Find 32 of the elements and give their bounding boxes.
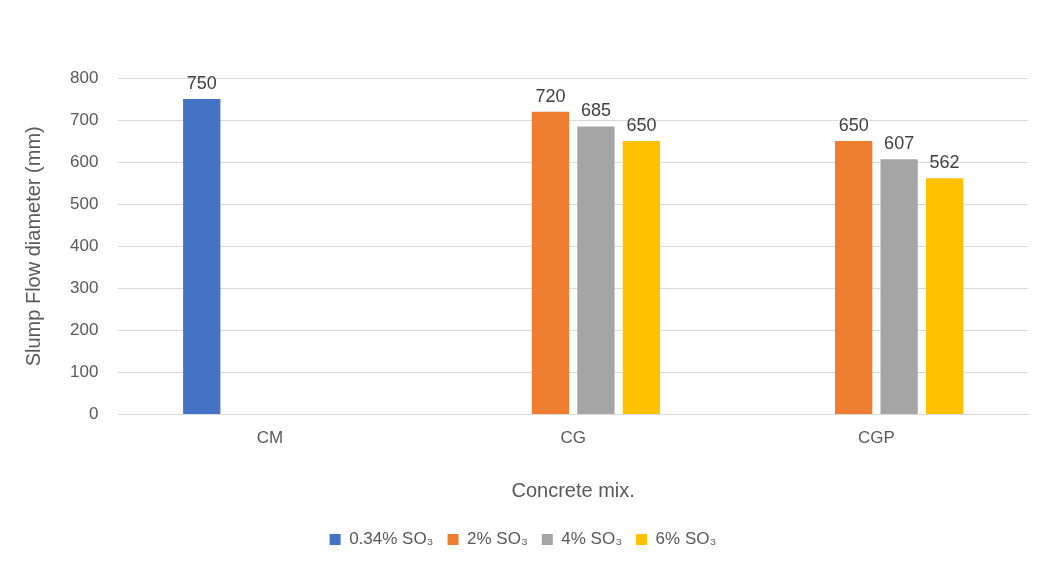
y-tick-label: 800 xyxy=(69,67,99,87)
bar xyxy=(531,111,570,415)
y-tick-label: 0 xyxy=(88,404,99,424)
data-label: 750 xyxy=(186,73,217,94)
data-label: 562 xyxy=(929,152,960,173)
bar xyxy=(183,99,221,415)
y-tick-label: 200 xyxy=(69,320,99,340)
y-tick-label: 400 xyxy=(69,235,99,255)
legend-label: 0.34% SO₃ xyxy=(349,529,434,549)
x-tick-label: CM xyxy=(256,428,284,448)
y-tick-label: 100 xyxy=(69,362,99,382)
bar xyxy=(622,141,661,415)
data-label: 650 xyxy=(838,115,869,136)
data-label: 650 xyxy=(626,115,657,136)
bar xyxy=(925,178,964,415)
bar xyxy=(880,159,918,415)
x-axis-title: Concrete mix. xyxy=(511,478,635,501)
data-label: 720 xyxy=(535,85,566,106)
bar xyxy=(835,141,873,415)
y-tick-label: 300 xyxy=(69,278,99,298)
x-tick-label: CG xyxy=(560,428,586,448)
data-label: 607 xyxy=(884,133,915,154)
legend-label: 4% SO₃ xyxy=(561,529,623,549)
y-axis-title: Slump Flow diameter (mm) xyxy=(21,126,44,367)
x-tick-label: CGP xyxy=(857,428,895,448)
y-tick-label: 600 xyxy=(69,151,99,171)
bar xyxy=(577,126,615,415)
y-tick-label: 700 xyxy=(69,109,99,129)
legend-label: 6% SO₃ xyxy=(655,529,717,549)
legend-label: 2% SO₃ xyxy=(467,529,528,549)
y-tick-label: 500 xyxy=(69,193,99,213)
data-label: 685 xyxy=(580,100,611,121)
